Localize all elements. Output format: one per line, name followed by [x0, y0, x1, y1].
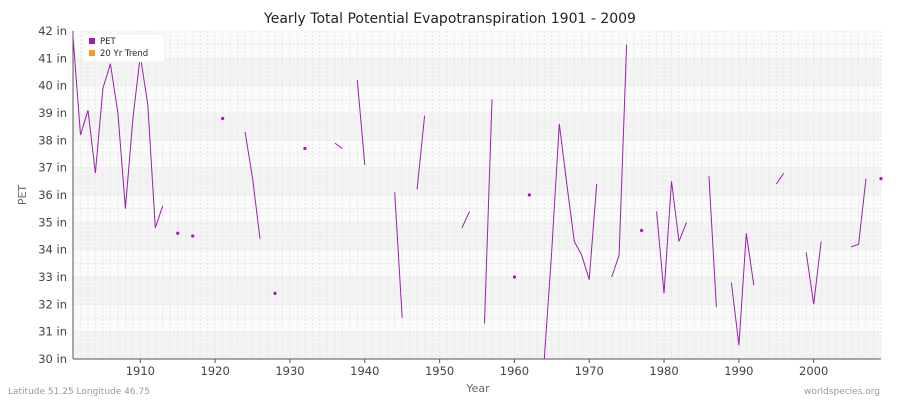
series-line-segment	[334, 142, 343, 149]
series-line-segment	[805, 241, 822, 305]
y-tick-label: 39 in	[38, 106, 67, 120]
data-point	[303, 146, 307, 151]
series-line-segment	[394, 192, 403, 319]
series-layer	[72, 36, 883, 360]
grid-lines	[72, 30, 882, 360]
legend-label-pet: PET	[100, 37, 116, 47]
series-line-segment	[730, 233, 755, 346]
series-line-segment	[708, 175, 717, 308]
legend-label-trend: 20 Yr Trend	[100, 49, 148, 59]
x-tick-label: 1930	[275, 364, 304, 378]
x-tick-label: 1960	[500, 364, 529, 378]
footer-source: worldspecies.org	[804, 387, 880, 397]
series-line-segment	[461, 211, 470, 229]
y-tick-label: 33 in	[38, 270, 67, 284]
series-line-segment	[356, 80, 366, 165]
series-line-segment	[244, 132, 261, 239]
y-tick-label: 34 in	[38, 243, 67, 257]
series-line-segment	[416, 115, 426, 190]
legend-swatch-pet	[89, 38, 95, 44]
series-line-segment	[775, 172, 785, 185]
y-tick-label: 37 in	[38, 161, 67, 175]
series-line-segment	[543, 123, 598, 360]
series-line-segment	[850, 178, 867, 248]
x-axis-label: Year	[465, 382, 490, 395]
footer-coordinates: Latitude 51.25 Longitude 46.75	[8, 387, 150, 397]
series-line-segment	[72, 36, 164, 228]
series-line-segment	[484, 99, 493, 324]
legend-box	[82, 33, 166, 63]
y-tick-label: 30 in	[38, 352, 67, 366]
data-point	[639, 228, 644, 233]
data-point	[176, 231, 180, 235]
y-axis-label: PET	[16, 185, 29, 206]
y-tick-label: 42 in	[38, 24, 67, 38]
x-tick-label: 1910	[126, 364, 155, 378]
y-tick-label: 41 in	[38, 51, 67, 65]
y-tick-label: 40 in	[38, 79, 67, 93]
x-tick-label: 1940	[350, 364, 379, 378]
y-tick-labels: 30 in 31 in 32 in 33 in 34 in 35 in 36 in 37 in…	[38, 24, 67, 366]
y-tick-label: 32 in	[38, 297, 67, 311]
data-point	[273, 291, 277, 295]
data-point	[221, 116, 225, 121]
y-tick-label: 38 in	[38, 133, 67, 147]
y-tick-label: 31 in	[38, 325, 67, 339]
x-tick-label: 1990	[724, 364, 753, 378]
y-tick-label: 35 in	[38, 215, 67, 229]
x-tick-label: 1980	[649, 364, 678, 378]
data-point	[191, 234, 195, 238]
series-line-segment	[656, 181, 687, 294]
legend-swatch-trend	[89, 50, 95, 56]
x-tick-label: 2000	[799, 364, 828, 378]
x-tick-label: 1970	[575, 364, 604, 378]
data-point	[879, 177, 883, 181]
series-line-segment	[611, 44, 628, 278]
x-tick-labels: 1910 1920 1930 1940 1950 1960 1970 1980 1990 2000	[126, 359, 828, 378]
data-point	[512, 275, 517, 279]
chart-title: Yearly Total Potential Evapotranspiratio…	[263, 11, 636, 27]
data-point	[527, 193, 531, 197]
x-tick-label: 1950	[425, 364, 454, 378]
x-tick-label: 1920	[201, 364, 230, 378]
y-tick-label: 36 in	[38, 188, 67, 202]
legend: PET 20 Yr Trend	[82, 33, 166, 63]
